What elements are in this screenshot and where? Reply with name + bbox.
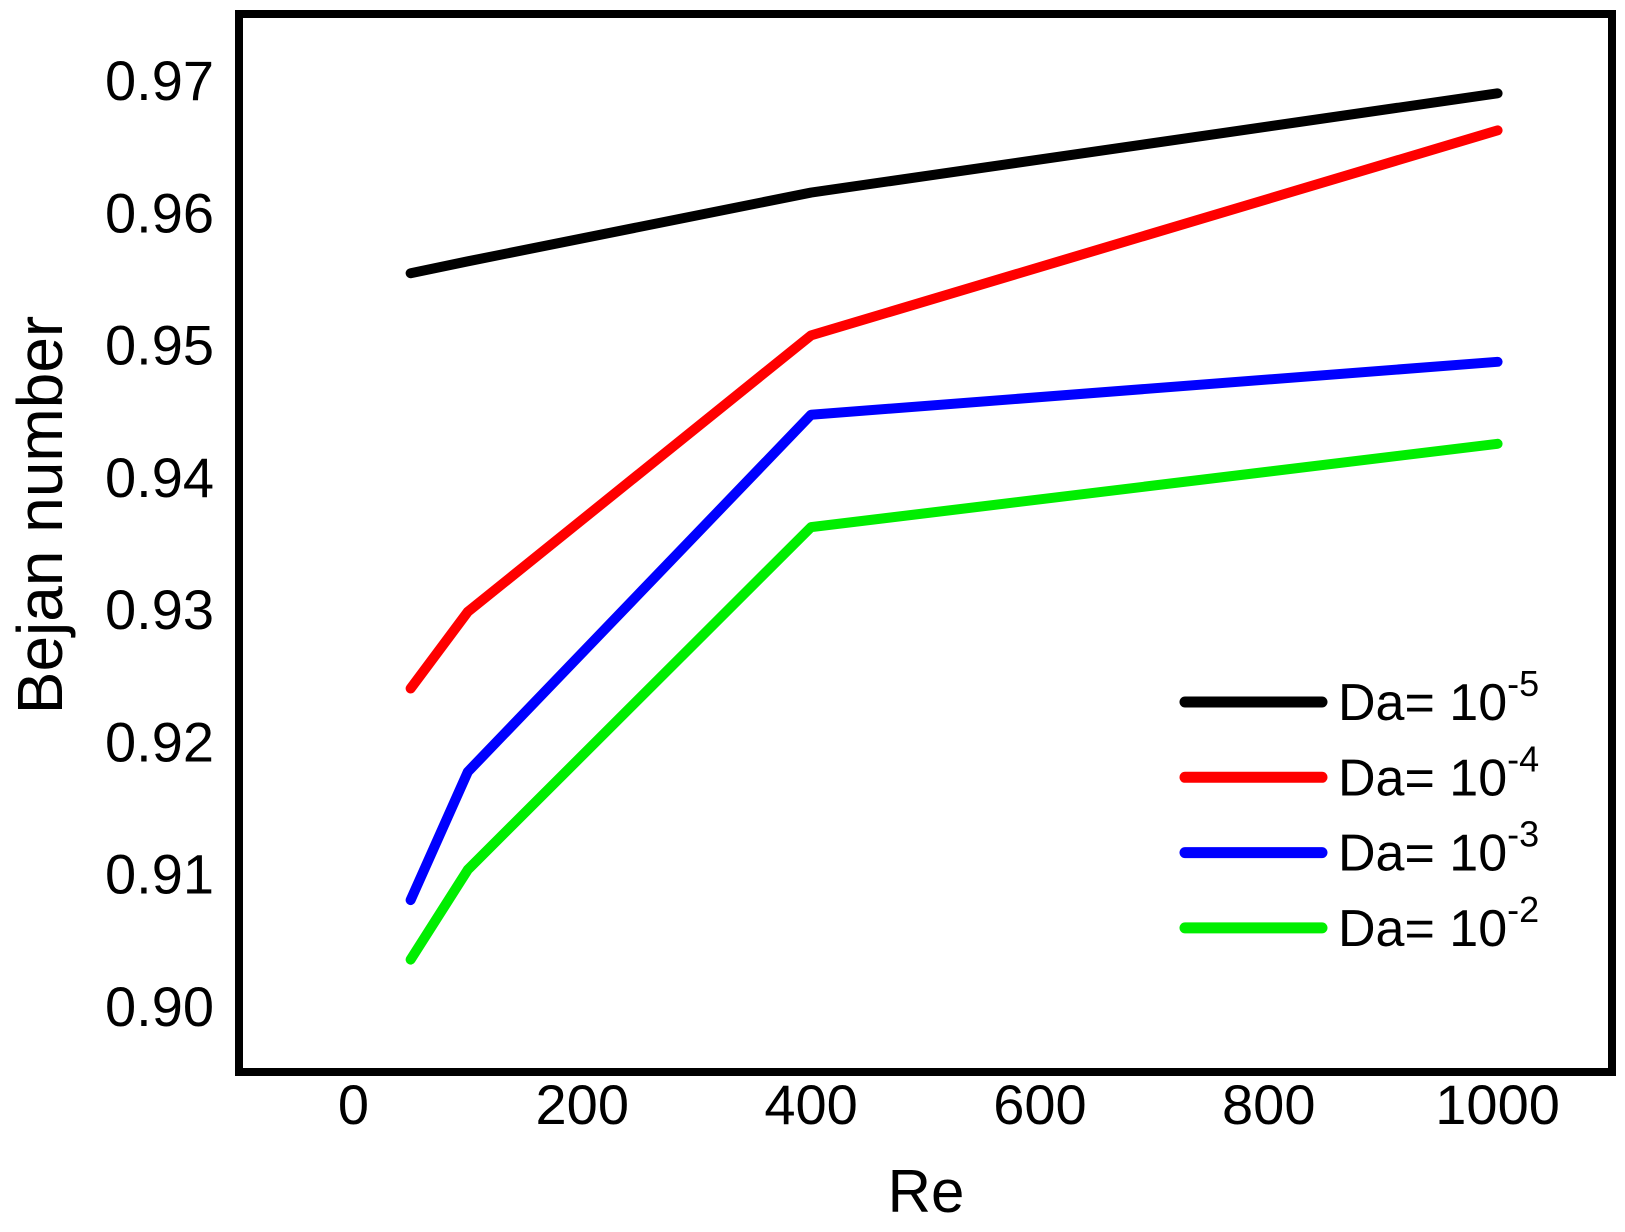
legend-exponent: -3 [1507, 814, 1539, 855]
legend-label: Da= 10-4 [1338, 738, 1539, 807]
legend-entry-da-1e-3: Da= 10-3 [1179, 814, 1539, 883]
x-axis-title: Re [888, 1158, 965, 1225]
x-tick-label-3: 600 [993, 1073, 1086, 1136]
y-tick-label-4: 0.94 [105, 446, 214, 509]
legend-entry-da-1e-2: Da= 10-2 [1179, 889, 1539, 958]
series-line-da-1e-3 [405, 356, 1503, 906]
y-tick-label-3: 0.93 [105, 578, 214, 641]
series-layer [405, 88, 1503, 965]
legend: Da= 10-5Da= 10-4 Da= 10-3Da= 10-2 [1179, 663, 1539, 958]
x-tick-label-2: 400 [764, 1073, 857, 1136]
y-tick-labels: 0.90 0.91 0.92 0.93 0.94 0.95 0.96 0.97 [105, 49, 214, 1038]
y-tick-label-7: 0.97 [105, 49, 214, 112]
y-tick-label-6: 0.96 [105, 181, 214, 244]
legend-entry-da-1e-4: Da= 10-4 [1179, 738, 1539, 807]
y-tick-label-5: 0.95 [105, 314, 214, 377]
y-tick-label-2: 0.92 [105, 710, 214, 773]
legend-label: Da= 10-3 [1338, 814, 1539, 883]
legend-label: Da= 10-2 [1338, 889, 1539, 958]
y-tick-label-0: 0.90 [105, 975, 214, 1038]
plot-border [235, 10, 1616, 1076]
y-tick-label-1: 0.91 [105, 843, 214, 906]
y-axis-title: Bejan number [4, 316, 76, 714]
legend-exponent: -2 [1507, 889, 1539, 930]
x-tick-label-1: 200 [536, 1073, 629, 1136]
series-line-da-1e-4 [405, 125, 1503, 694]
x-tick-label-0: 0 [338, 1073, 369, 1136]
series-line-da-1e-2 [405, 438, 1503, 965]
x-tick-label-5: 1000 [1435, 1073, 1560, 1136]
legend-exponent: -4 [1507, 738, 1539, 779]
legend-label: Da= 10-5 [1338, 663, 1539, 732]
series-line-da-1e-5 [405, 88, 1503, 279]
x-tick-label-4: 800 [1222, 1073, 1315, 1136]
x-tick-labels: 0 200 400 600 800 1000 [338, 1073, 1560, 1136]
legend-exponent: -5 [1507, 663, 1539, 704]
legend-entry-da-1e-5: Da= 10-5 [1179, 663, 1539, 732]
